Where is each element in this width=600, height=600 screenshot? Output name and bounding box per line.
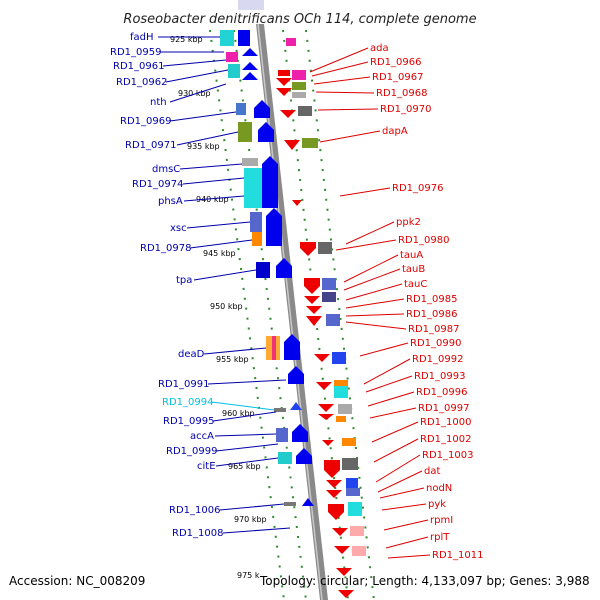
gene-label-left[interactable]: dmsC bbox=[152, 164, 180, 175]
kbp-axis-labels: 925 kbp 930 kbp 935 kbp 940 kbp 945 kbp … bbox=[170, 35, 267, 580]
gene-label-right[interactable]: tauC bbox=[404, 279, 427, 290]
gene-label-right[interactable]: rplT bbox=[430, 532, 450, 543]
gene-label-right[interactable]: RD1_0986 bbox=[406, 309, 457, 320]
kbp-label: 940 kbp bbox=[196, 195, 229, 204]
kbp-label: 950 kbp bbox=[210, 302, 243, 311]
gene-label-right[interactable]: RD1_0976 bbox=[392, 183, 443, 194]
gene-label-right[interactable]: RD1_0987 bbox=[408, 324, 459, 335]
kbp-label: 970 kbp bbox=[234, 515, 267, 524]
gene-label-left[interactable]: citE bbox=[197, 461, 216, 472]
gene-label-right[interactable]: RD1_0993 bbox=[414, 371, 465, 382]
gene-label-right[interactable]: tauB bbox=[402, 264, 425, 275]
gene-label-left[interactable]: RD1_0971 bbox=[125, 140, 176, 151]
gene-label-left[interactable]: RD1_1006 bbox=[169, 505, 220, 516]
gene-label-left[interactable]: accA bbox=[190, 431, 214, 442]
gene-label-right[interactable]: ada bbox=[370, 43, 389, 54]
top-feature-marker bbox=[238, 0, 264, 10]
gene-label-left[interactable]: phsA bbox=[158, 196, 183, 207]
gene-label-left[interactable]: RD1_0969 bbox=[120, 116, 171, 127]
gene-label-right[interactable]: ppk2 bbox=[396, 217, 421, 228]
gene-label-left[interactable]: RD1_0991 bbox=[158, 379, 209, 390]
gene-label-left[interactable]: RD1_0962 bbox=[116, 77, 167, 88]
gene-label-right[interactable]: RD1_0970 bbox=[380, 104, 431, 115]
gene-label-right[interactable]: RD1_0966 bbox=[370, 57, 421, 68]
gene-label-right[interactable]: RD1_0996 bbox=[416, 387, 467, 398]
gene-label-left[interactable]: tpa bbox=[176, 275, 192, 286]
gene-label-left[interactable]: RD1_0961 bbox=[113, 61, 164, 72]
gene-label-left[interactable]: RD1_0978 bbox=[140, 243, 191, 254]
gene-label-right[interactable]: RD1_0992 bbox=[412, 354, 463, 365]
gene-label-right[interactable]: dat bbox=[424, 466, 440, 477]
gene-label-left[interactable]: xsc bbox=[170, 223, 187, 234]
gene-label-right[interactable]: rpmI bbox=[430, 515, 453, 526]
genome-stats-text: Topology: circular; Length: 4,133,097 bp… bbox=[260, 574, 590, 588]
gene-label-right[interactable]: RD1_1011 bbox=[432, 550, 483, 561]
kbp-label: 965 kbp bbox=[228, 462, 261, 471]
gene-label-left[interactable]: RD1_1008 bbox=[172, 528, 223, 539]
gene-label-right[interactable]: RD1_0967 bbox=[372, 72, 423, 83]
left-gene-blocks bbox=[220, 30, 314, 506]
accession-text: Accession: NC_008209 bbox=[9, 574, 146, 588]
gene-label-left[interactable]: RD1_0995 bbox=[163, 416, 214, 427]
gene-label-right[interactable]: RD1_0968 bbox=[376, 88, 427, 99]
gene-label-right[interactable]: RD1_1003 bbox=[422, 450, 473, 461]
kbp-label: 975 k bbox=[237, 571, 260, 580]
right-gene-blocks bbox=[276, 38, 366, 598]
gene-label-left-highlighted[interactable]: RD1_0994 bbox=[162, 397, 213, 408]
gene-label-right[interactable]: dapA bbox=[382, 126, 408, 137]
kbp-label: 925 kbp bbox=[170, 35, 203, 44]
gene-label-left[interactable]: RD1_0959 bbox=[110, 47, 161, 58]
gene-label-right[interactable]: RD1_0997 bbox=[418, 403, 469, 414]
gene-label-right[interactable]: RD1_0980 bbox=[398, 235, 449, 246]
gene-label-left[interactable]: fadH bbox=[130, 32, 154, 43]
gene-label-left[interactable]: RD1_0999 bbox=[166, 446, 217, 457]
gene-label-right[interactable]: pyk bbox=[428, 499, 446, 510]
gene-label-right[interactable]: RD1_0990 bbox=[410, 338, 461, 349]
gene-label-right[interactable]: RD1_1002 bbox=[420, 434, 471, 445]
kbp-label: 935 kbp bbox=[187, 142, 220, 151]
gene-label-left[interactable]: RD1_0974 bbox=[132, 179, 183, 190]
map-title: Roseobacter denitrificans OCh 114, compl… bbox=[123, 12, 476, 27]
gene-label-right[interactable]: RD1_0985 bbox=[406, 294, 457, 305]
gene-label-right[interactable]: tauA bbox=[400, 250, 423, 261]
kbp-label: 955 kbp bbox=[216, 355, 249, 364]
gene-label-left[interactable]: nth bbox=[150, 97, 167, 108]
gene-label-left[interactable]: deaD bbox=[178, 349, 205, 360]
gene-label-right[interactable]: nodN bbox=[426, 483, 452, 494]
kbp-label: 930 kbp bbox=[178, 89, 211, 98]
kbp-label: 960 kbp bbox=[222, 409, 255, 418]
gene-label-right[interactable]: RD1_1000 bbox=[420, 417, 471, 428]
kbp-label: 945 kbp bbox=[203, 249, 236, 258]
right-gene-labels: ada RD1_0966 RD1_0967 RD1_0968 RD1_0970 … bbox=[309, 43, 483, 561]
left-gene-labels: fadH RD1_0959 RD1_0961 RD1_0962 nth RD1_… bbox=[110, 32, 291, 539]
